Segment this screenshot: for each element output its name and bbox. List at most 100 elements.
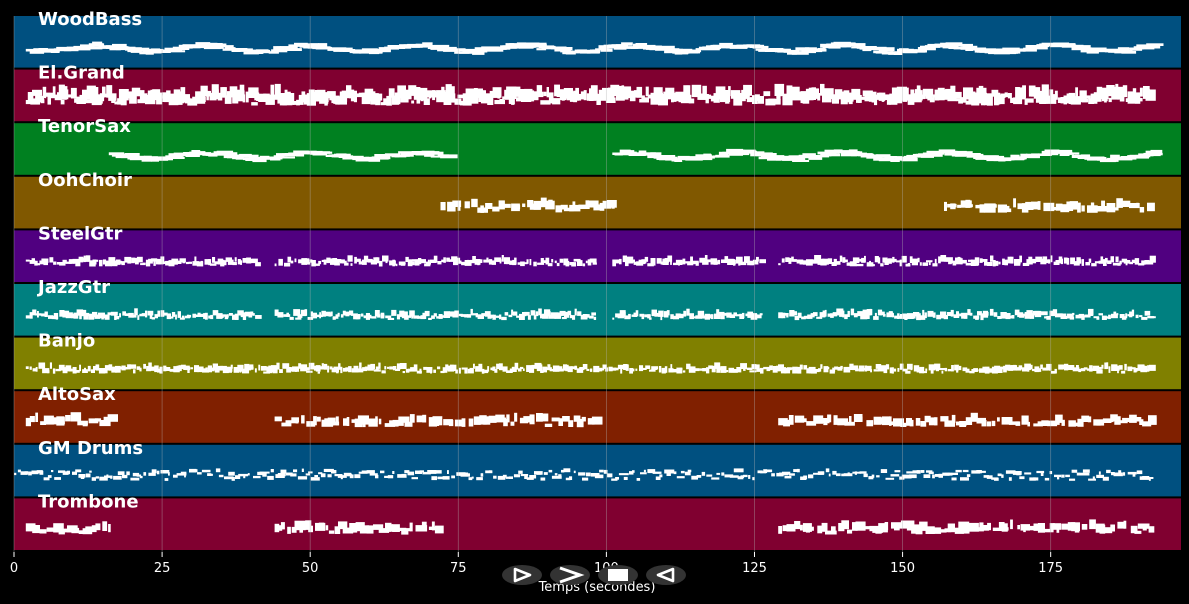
- note: [169, 368, 176, 372]
- note: [922, 46, 936, 51]
- note: [713, 261, 718, 265]
- note: [139, 93, 146, 101]
- note: [239, 368, 242, 373]
- note: [1061, 419, 1065, 426]
- note: [1001, 523, 1008, 532]
- note: [651, 366, 659, 370]
- button-background: [502, 565, 542, 585]
- x-tick-label: 150: [890, 561, 915, 576]
- note: [1008, 477, 1012, 481]
- note: [411, 313, 414, 319]
- note: [395, 263, 398, 267]
- note: [318, 43, 328, 47]
- note: [165, 260, 171, 266]
- note: [1026, 310, 1033, 318]
- note: [407, 471, 415, 476]
- note: [139, 367, 142, 372]
- note: [676, 367, 683, 374]
- note: [801, 418, 807, 423]
- note: [792, 366, 798, 374]
- note: [647, 469, 656, 474]
- note: [154, 365, 159, 373]
- play-back-button[interactable]: [502, 565, 542, 585]
- note: [548, 199, 553, 208]
- note: [86, 85, 96, 99]
- note: [1129, 414, 1137, 423]
- note: [131, 257, 135, 264]
- note: [415, 525, 428, 532]
- note: [759, 313, 763, 316]
- note: [492, 314, 496, 320]
- note: [101, 313, 104, 320]
- note: [576, 261, 583, 266]
- note: [116, 259, 121, 265]
- note: [485, 470, 493, 474]
- rewind-button[interactable]: [646, 565, 686, 585]
- note: [540, 477, 546, 481]
- note: [1134, 258, 1140, 265]
- note: [602, 364, 607, 369]
- note: [996, 368, 1003, 373]
- note: [35, 412, 38, 422]
- note: [518, 470, 523, 474]
- note: [650, 152, 662, 156]
- note: [711, 365, 716, 373]
- note: [102, 259, 107, 265]
- note: [842, 310, 845, 318]
- note: [569, 314, 572, 319]
- note: [464, 472, 469, 476]
- note: [549, 368, 557, 372]
- note: [499, 99, 504, 103]
- note: [962, 525, 970, 534]
- note: [575, 87, 579, 101]
- note: [917, 257, 920, 263]
- note: [1111, 472, 1115, 476]
- note: [568, 420, 574, 427]
- note: [897, 368, 900, 372]
- note: [85, 312, 90, 317]
- note: [869, 308, 872, 316]
- note: [281, 422, 292, 427]
- note: [984, 366, 990, 374]
- note: [270, 469, 274, 473]
- note: [98, 368, 106, 374]
- note: [1083, 367, 1088, 370]
- note: [916, 470, 921, 474]
- note: [808, 87, 814, 101]
- stop-button[interactable]: [598, 565, 638, 585]
- note: [781, 312, 786, 319]
- note: [924, 415, 931, 423]
- note: [246, 257, 251, 264]
- note: [543, 260, 546, 263]
- note: [795, 87, 800, 100]
- note: [427, 259, 430, 263]
- note: [905, 370, 911, 374]
- note: [854, 471, 857, 475]
- x-tick-label: 50: [302, 561, 319, 576]
- note: [972, 260, 979, 266]
- note: [792, 159, 810, 162]
- note: [210, 473, 213, 476]
- note: [954, 364, 959, 371]
- note: [445, 364, 449, 371]
- note: [102, 86, 106, 98]
- forward-button[interactable]: [550, 565, 590, 585]
- note: [404, 528, 412, 532]
- note: [769, 365, 773, 371]
- note: [184, 474, 186, 478]
- note: [744, 256, 750, 264]
- note: [579, 260, 583, 266]
- note: [565, 260, 570, 267]
- note: [68, 312, 73, 318]
- note: [382, 255, 389, 262]
- note: [122, 311, 126, 316]
- note: [394, 312, 397, 316]
- note: [447, 201, 456, 212]
- note: [855, 368, 859, 372]
- note: [506, 258, 509, 265]
- note: [419, 368, 422, 374]
- note: [740, 261, 747, 266]
- note: [35, 367, 38, 372]
- note: [1033, 477, 1039, 481]
- note: [589, 315, 594, 319]
